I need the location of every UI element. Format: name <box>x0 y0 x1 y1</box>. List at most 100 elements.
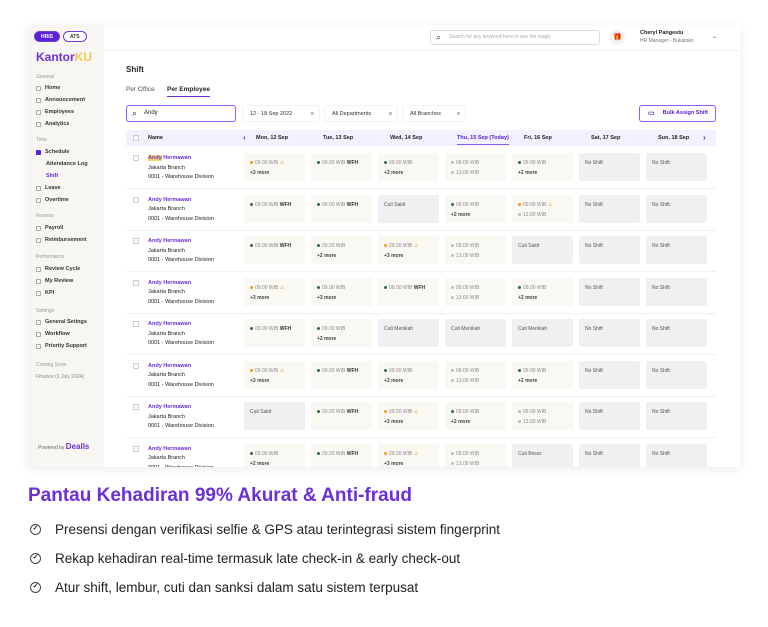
row-checkbox[interactable] <box>133 155 139 161</box>
date-filter[interactable]: 12 - 18 Sep 2022 <box>242 105 320 123</box>
sidebar-item[interactable]: Schedule <box>36 149 69 155</box>
shift-cell[interactable]: 09.00 WIB +2 more <box>512 360 573 389</box>
sidebar-item[interactable]: Reimbursement <box>36 237 87 243</box>
shift-cell[interactable]: No Shift <box>579 360 640 389</box>
sidebar-item[interactable]: Workflow <box>36 331 70 337</box>
shift-cell[interactable]: No Shift <box>646 402 707 430</box>
shift-cell[interactable]: 09.00 WIB 13.00 WIB <box>445 360 506 389</box>
sidebar-item[interactable]: Leave <box>36 185 61 191</box>
shift-cell[interactable]: 09.00 WIB +2 more <box>244 443 305 467</box>
employee-name[interactable]: Andy Hermawan <box>148 362 192 369</box>
hris-switch[interactable]: HRIS <box>34 31 60 42</box>
sidebar-item[interactable]: Analytics <box>36 121 69 127</box>
shift-cell[interactable]: 09.00 WIB +3 more <box>378 360 439 389</box>
shift-cell[interactable]: No Shift <box>646 319 707 347</box>
day-header[interactable]: Tue, 13 Sep <box>323 135 354 141</box>
more-shifts-link[interactable]: +3 more <box>250 377 270 384</box>
day-header[interactable]: Wed, 14 Sep <box>390 135 423 141</box>
employee-name[interactable]: Andy Hermawan <box>148 279 192 286</box>
sidebar-item[interactable]: KPI <box>36 290 54 296</box>
more-shifts-link[interactable]: +3 more <box>317 294 337 301</box>
shift-cell[interactable]: 09.00 WIB +3 more <box>311 277 372 306</box>
select-all-checkbox[interactable] <box>133 135 139 141</box>
shift-cell[interactable]: No Shift <box>646 277 707 306</box>
shift-cell[interactable]: 09.00 WIB +2 more <box>512 153 573 181</box>
sidebar-item[interactable]: Review Cycle <box>36 266 80 272</box>
more-shifts-link[interactable]: +3 more <box>384 377 404 384</box>
shift-cell[interactable]: 09.00 WIB WFH <box>244 236 305 264</box>
shift-cell[interactable]: 09.00 WIB ⚠ +3 more <box>378 443 439 467</box>
more-shifts-link[interactable]: +3 more <box>250 294 270 301</box>
day-header[interactable]: Thu, 15 Sep (Today) <box>457 135 509 145</box>
bulk-assign-shift-button[interactable]: Bulk Assign Shift <box>639 105 716 122</box>
sidebar-item[interactable]: Home <box>36 85 60 91</box>
department-filter[interactable]: All Departments <box>324 105 398 123</box>
sidebar-item[interactable]: Employees <box>36 109 74 115</box>
more-shifts-link[interactable]: +2 more <box>451 211 471 218</box>
tab-per-employee[interactable]: Per Employee <box>167 86 210 97</box>
more-shifts-link[interactable]: +3 more <box>384 460 404 467</box>
shift-cell[interactable]: 09.00 WIB WFH <box>311 194 372 223</box>
chevron-down-icon[interactable]: ⌄ <box>712 34 718 40</box>
employee-name[interactable]: Andy Hermawan <box>148 238 192 244</box>
shift-cell[interactable]: 09.00 WIB +2 more <box>445 402 506 430</box>
shift-cell[interactable]: No Shift <box>646 153 707 181</box>
user-menu[interactable]: Cheryl Pangestu HR Manager - Bukatoko <box>640 30 694 44</box>
shift-cell[interactable]: Cuti Menikah <box>378 319 439 347</box>
more-shifts-link[interactable]: +2 more <box>317 336 337 342</box>
prev-week-button[interactable]: ‹ <box>243 133 246 142</box>
day-header[interactable]: Mon, 12 Sep <box>256 135 289 141</box>
shift-cell[interactable]: 09.00 WIB WFH <box>311 360 372 389</box>
shift-cell[interactable]: 09.00 WIB WFH <box>244 319 305 347</box>
more-shifts-link[interactable]: +3 more <box>384 170 404 176</box>
shift-cell[interactable]: No Shift <box>646 236 707 264</box>
ats-switch[interactable]: ATS <box>62 31 87 42</box>
shift-cell[interactable]: No Shift <box>579 402 640 430</box>
shift-cell[interactable]: 09.00 WIB WFH <box>378 277 439 306</box>
more-shifts-link[interactable]: +2 more <box>518 170 538 176</box>
shift-cell[interactable]: 09.00 WIB ⚠ +3 more <box>378 236 439 264</box>
shift-cell[interactable]: Cuti Sakit <box>378 194 439 223</box>
branch-filter[interactable]: All Branches <box>402 105 466 123</box>
shift-cell[interactable]: 09.00 WIB WFH <box>311 443 372 467</box>
sidebar-item[interactable]: My Review <box>36 278 73 284</box>
row-checkbox[interactable] <box>133 362 139 369</box>
shift-cell[interactable]: 09.00 WIB ⚠ +3 more <box>378 402 439 430</box>
shift-cell[interactable]: No Shift <box>579 443 640 467</box>
shift-cell[interactable]: No Shift <box>579 236 640 264</box>
row-checkbox[interactable] <box>133 321 139 327</box>
shift-cell[interactable]: No Shift <box>646 194 707 223</box>
day-header[interactable]: Sat, 17 Sep <box>591 135 621 141</box>
row-checkbox[interactable] <box>133 279 139 286</box>
shift-cell[interactable]: No Shift <box>579 277 640 306</box>
employee-name[interactable]: Andy Hermawan <box>148 445 192 452</box>
employee-name[interactable]: Andy Hermawan <box>148 196 192 203</box>
shift-cell[interactable]: 09.00 WIB 13.00 WIB <box>512 402 573 430</box>
next-week-button[interactable]: › <box>703 133 706 142</box>
shift-cell[interactable]: Cuti Besar <box>512 443 573 467</box>
shift-cell[interactable]: 09.00 WIB ⚠ +3 more <box>244 360 305 389</box>
sidebar-item[interactable]: Shift <box>46 173 58 179</box>
global-search-input[interactable]: Search for any keyword here to see the m… <box>430 30 600 45</box>
shift-cell[interactable]: No Shift <box>579 319 640 347</box>
shift-cell[interactable]: No Shift <box>646 360 707 389</box>
shift-cell[interactable]: 09.00 WIB +2 more <box>311 236 372 264</box>
shift-cell[interactable]: 09.00 WIB +2 more <box>512 277 573 306</box>
gift-icon[interactable]: 🎁 <box>610 30 625 45</box>
shift-cell[interactable]: 09.00 WIB +3 more <box>378 153 439 181</box>
shift-cell[interactable]: 09.00 WIB 13.00 WIB <box>445 443 506 467</box>
more-shifts-link[interactable]: +3 more <box>384 253 404 259</box>
more-shifts-link[interactable]: +2 more <box>317 253 337 259</box>
shift-cell[interactable]: 09.00 WIB 13.00 WIB <box>445 153 506 181</box>
shift-cell[interactable]: Cuti Menikah <box>445 319 506 347</box>
shift-cell[interactable]: No Shift <box>646 443 707 467</box>
shift-cell[interactable]: 09.00 WIB 13.00 WIB <box>445 277 506 306</box>
row-checkbox[interactable] <box>133 196 139 203</box>
employee-search-input[interactable]: Andy <box>126 105 236 122</box>
more-shifts-link[interactable]: +3 more <box>384 419 404 425</box>
row-checkbox[interactable] <box>133 404 139 410</box>
employee-name[interactable]: Andy Hermawan <box>148 321 192 327</box>
more-shifts-link[interactable]: +2 more <box>518 294 538 301</box>
shift-cell[interactable]: 09.00 WIB ⚠ +3 more <box>244 277 305 306</box>
shift-cell[interactable]: 09.00 WIB ⚠ 13.00 WIB <box>512 194 573 223</box>
